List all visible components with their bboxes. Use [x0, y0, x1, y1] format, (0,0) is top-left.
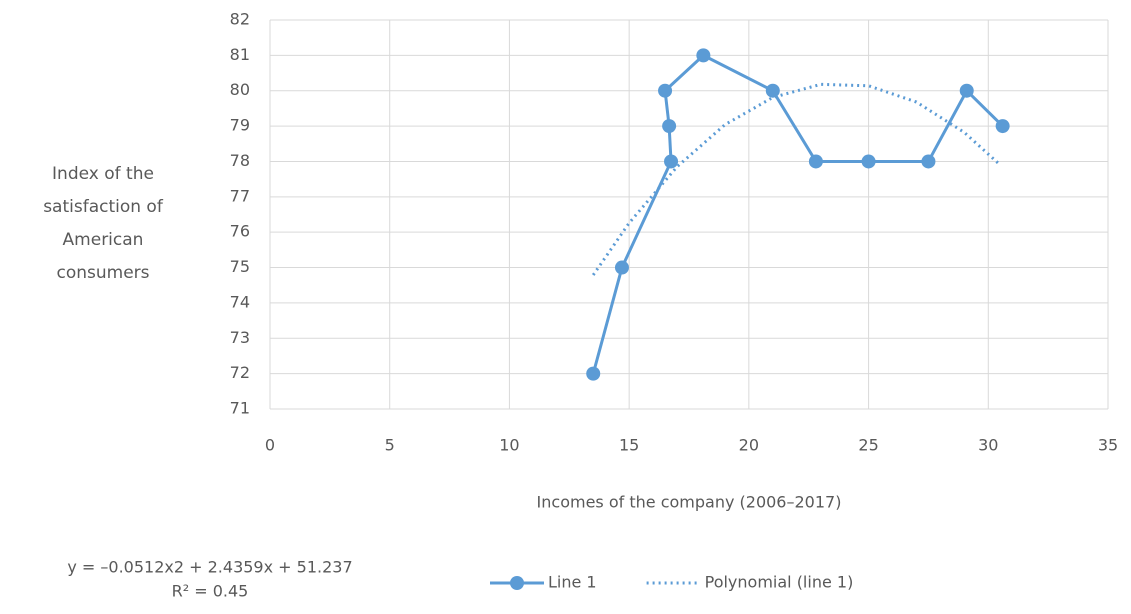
marker	[861, 154, 876, 169]
x-tick-label: 35	[1098, 436, 1118, 455]
x-tick-label: 10	[499, 436, 519, 455]
y-tick-label: 74	[230, 292, 250, 311]
marker	[614, 260, 629, 275]
r-squared: R² = 0.45	[172, 582, 249, 601]
y-tick-label: 73	[230, 328, 250, 347]
y-tick-label: 76	[230, 222, 250, 241]
legend-label: Polynomial (line 1)	[705, 573, 854, 592]
x-tick-label: 30	[978, 436, 998, 455]
marker	[664, 154, 679, 169]
legend-label: Line 1	[548, 573, 597, 592]
marker	[658, 83, 673, 98]
x-axis-label: Incomes of the company (2006–2017)	[537, 493, 842, 512]
x-tick-label: 15	[619, 436, 639, 455]
marker	[959, 83, 974, 98]
y-tick-label: 72	[230, 363, 250, 382]
marker	[696, 48, 711, 63]
marker	[765, 83, 780, 98]
trend-line	[591, 82, 1002, 276]
series-line	[591, 53, 1004, 375]
marker	[662, 119, 677, 134]
y-tick-label: 77	[230, 186, 250, 205]
marker	[921, 154, 936, 169]
y-tick-label: 71	[230, 399, 250, 418]
x-tick-label: 25	[858, 436, 878, 455]
y-tick-label: 82	[230, 10, 250, 29]
x-tick-label: 20	[739, 436, 759, 455]
marker	[586, 366, 601, 381]
marker	[995, 119, 1010, 134]
y-tick-label: 75	[230, 257, 250, 276]
y-axis-label: Index of the satisfaction of American co…	[43, 164, 163, 283]
y-tick-label: 80	[230, 80, 250, 99]
legend-marker	[510, 576, 524, 590]
x-tick-label: 0	[265, 436, 275, 455]
marker	[808, 154, 823, 169]
y-tick-label: 81	[230, 45, 250, 64]
y-tick-label: 78	[230, 151, 250, 170]
equation: y = –0.0512x2 + 2.4359x + 51.237	[67, 558, 352, 577]
x-tick-label: 5	[385, 436, 395, 455]
y-tick-label: 79	[230, 116, 250, 135]
